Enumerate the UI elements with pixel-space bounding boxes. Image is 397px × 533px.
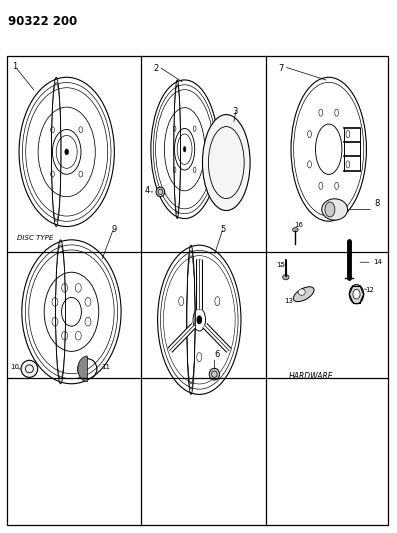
Text: 11: 11 <box>101 364 110 370</box>
Text: 5: 5 <box>221 225 226 234</box>
Text: 9: 9 <box>112 225 117 234</box>
Text: 13: 13 <box>284 298 293 304</box>
Text: 12: 12 <box>365 287 374 293</box>
Text: HARDWARE: HARDWARE <box>289 372 333 381</box>
Text: 16: 16 <box>294 222 303 228</box>
Text: 3: 3 <box>233 107 238 116</box>
Ellipse shape <box>293 228 298 232</box>
Ellipse shape <box>325 202 335 217</box>
Ellipse shape <box>65 149 69 155</box>
Text: 7: 7 <box>278 64 283 73</box>
Text: 90322 200: 90322 200 <box>8 15 77 28</box>
Ellipse shape <box>202 115 250 211</box>
Ellipse shape <box>283 274 289 280</box>
Ellipse shape <box>322 199 348 220</box>
Text: 6: 6 <box>214 350 220 359</box>
Text: 15: 15 <box>276 262 285 269</box>
Text: 14: 14 <box>373 259 382 265</box>
Circle shape <box>349 285 364 304</box>
Ellipse shape <box>197 316 201 324</box>
Text: 10: 10 <box>10 364 19 370</box>
Text: 2: 2 <box>154 64 159 73</box>
Bar <box>7 56 388 525</box>
Text: 4: 4 <box>145 186 150 195</box>
Wedge shape <box>78 356 87 382</box>
Text: DISC TYPE: DISC TYPE <box>17 235 53 240</box>
Ellipse shape <box>21 360 38 377</box>
Ellipse shape <box>183 147 186 152</box>
Ellipse shape <box>156 187 165 197</box>
Ellipse shape <box>209 368 220 380</box>
Text: 8: 8 <box>375 199 380 208</box>
Ellipse shape <box>293 287 314 302</box>
Ellipse shape <box>298 289 305 295</box>
Text: 1: 1 <box>12 62 17 71</box>
Circle shape <box>353 289 360 299</box>
